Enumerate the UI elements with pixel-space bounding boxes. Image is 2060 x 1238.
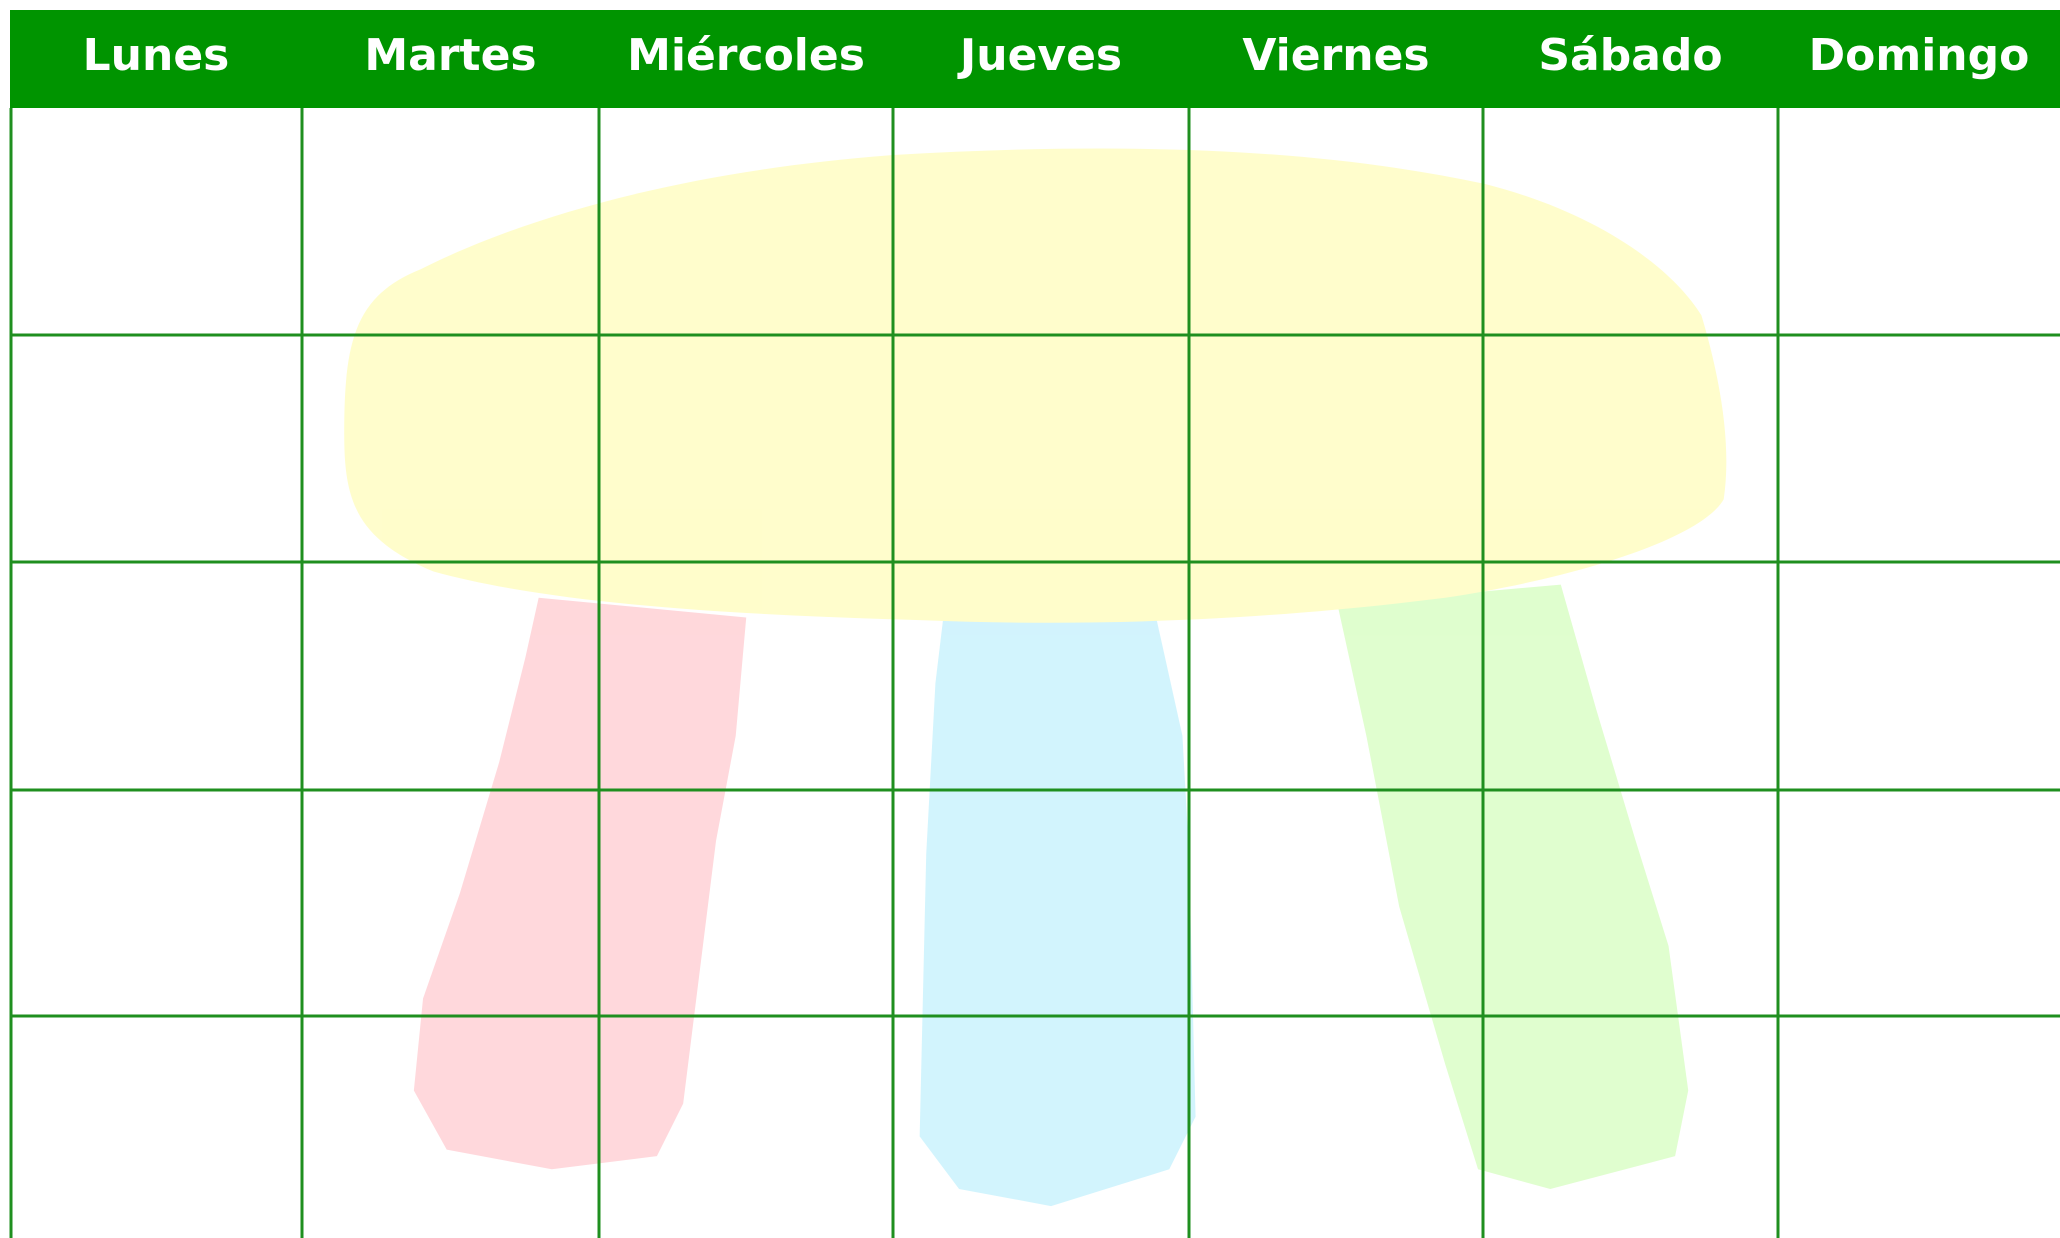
stool-leg-red: [413, 597, 747, 1170]
day-header: Jueves: [957, 30, 1122, 81]
stool-leg-green: [1337, 584, 1689, 1189]
table-grid: [9, 108, 2060, 1238]
day-header: Lunes: [83, 30, 230, 81]
stool-drawing: [344, 148, 1727, 1207]
day-header: Martes: [364, 30, 536, 81]
header-bar: [10, 10, 2060, 108]
day-header: Viernes: [1242, 30, 1429, 81]
header-days: Lunes Martes Miércoles Jueves Viernes Sábado D…: [83, 30, 2030, 81]
day-header: Miércoles: [627, 30, 865, 81]
stool-leg-blue: [919, 617, 1196, 1207]
day-header: Domingo: [1809, 30, 2030, 81]
stool-seat: [344, 148, 1727, 623]
day-header: Sábado: [1538, 30, 1722, 81]
